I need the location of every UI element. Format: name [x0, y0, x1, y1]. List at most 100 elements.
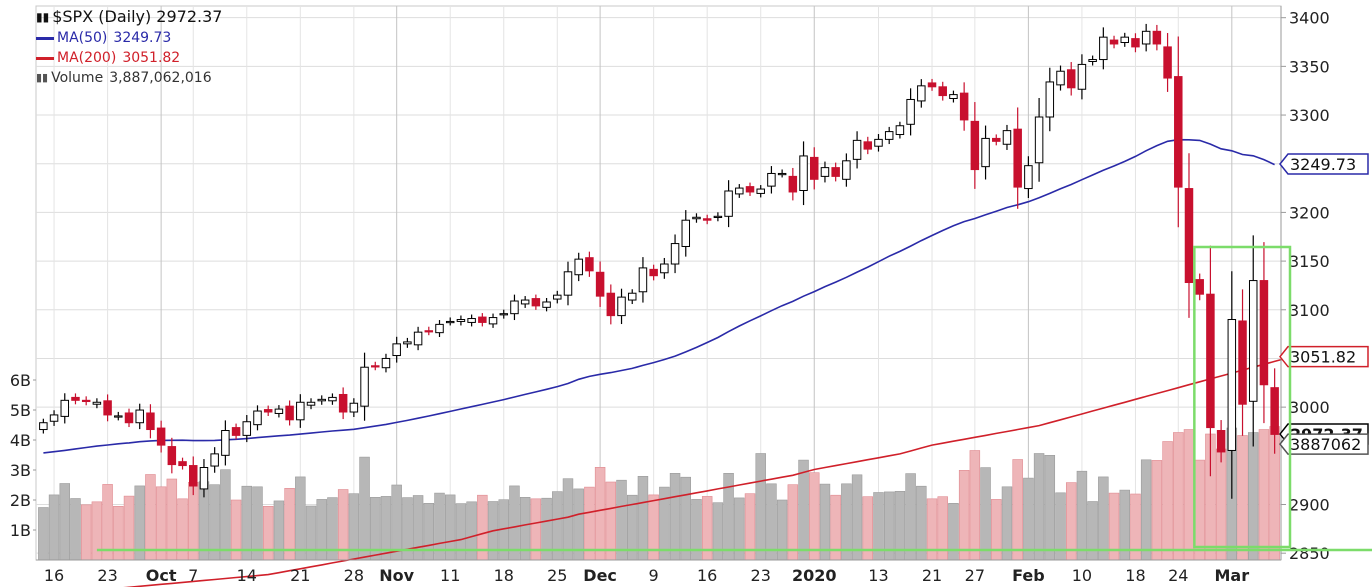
date-tick-label: Mar: [1215, 566, 1250, 585]
volume-bar: [1140, 459, 1152, 561]
date-tick-label: 27: [965, 566, 985, 585]
date-tick-label: 28: [344, 566, 364, 585]
ma200-swatch: [36, 56, 54, 60]
volume-bar: [680, 476, 691, 561]
candle-body: [1270, 387, 1279, 435]
volume-bar: [1258, 429, 1270, 561]
candle-body: [435, 323, 444, 334]
volume-bar: [48, 494, 60, 561]
volume-bar: [669, 472, 681, 561]
candle-body: [574, 258, 583, 276]
date-tick-label: 21: [922, 566, 942, 585]
candle-body: [627, 292, 637, 301]
date-tick-label: 7: [188, 566, 198, 585]
candle-body: [381, 357, 391, 369]
candle-body: [338, 393, 348, 413]
candle-body: [1141, 30, 1151, 45]
candle-body: [1184, 188, 1194, 284]
candle-body: [542, 301, 551, 308]
date-tick-label: 18: [1125, 566, 1145, 585]
candle-body: [189, 465, 198, 487]
candle-body: [863, 141, 873, 150]
candle-body: [413, 331, 423, 346]
candle-body: [135, 409, 144, 424]
date-tick-label: Dec: [583, 566, 617, 585]
moving-averages: [43, 138, 1297, 587]
candle-body: [1013, 128, 1022, 188]
candle-body: [49, 414, 59, 422]
date-tick-label: 18: [494, 566, 514, 585]
ma200-value: 3051.82: [122, 50, 181, 66]
price-tag-label: 3887062: [1290, 435, 1361, 454]
volume-bar: [980, 467, 991, 561]
volume-value: 3,887,062,016: [109, 70, 212, 86]
candle-body: [178, 461, 187, 467]
candle-body: [884, 131, 894, 140]
date-tick-label: 13: [868, 566, 888, 585]
date-tick-label: 9: [649, 566, 659, 585]
candle-body: [649, 268, 658, 277]
price-axis: 2850290030003050310031503200325033003350…: [1280, 6, 1330, 563]
price-tag: [1279, 153, 1369, 175]
candle-body: [1034, 116, 1044, 164]
candlestick-icon: ▮▮: [36, 10, 50, 24]
candlesticks: [39, 23, 1279, 499]
volume-tick-label: 6B: [10, 371, 31, 390]
candle-body: [146, 412, 155, 431]
volume-bar: [712, 502, 724, 561]
candle-body: [510, 300, 519, 315]
volume-bar: [798, 459, 809, 561]
price-tick-label: 3000: [1289, 398, 1330, 417]
volume-bar: [1151, 460, 1163, 561]
candle-body: [92, 401, 102, 405]
candle-body: [1163, 46, 1172, 79]
date-tick-label: 24: [1168, 566, 1188, 585]
date-tick-label: 16: [44, 566, 64, 585]
volume-bar: [359, 456, 370, 561]
candle-body: [852, 139, 862, 160]
volume-icon: ▮▮: [36, 71, 49, 84]
candle-body: [124, 412, 134, 424]
date-tick-label: 21: [290, 566, 310, 585]
candle-body: [842, 160, 851, 180]
price-tag: [1279, 433, 1369, 455]
volume-bar: [1033, 453, 1045, 561]
candle-body: [274, 408, 284, 414]
price-tick-label: 3150: [1289, 252, 1330, 271]
candle-body: [617, 296, 626, 317]
volume-axis: 1B 2B 3B 4B 5B 6B: [10, 371, 36, 540]
price-tick-label: 3200: [1289, 203, 1330, 222]
volume-bar: [809, 472, 820, 561]
candle-body: [499, 313, 508, 316]
legend-volume: ▮▮ Volume 3,887,062,016: [36, 68, 222, 88]
volume-bar: [1194, 459, 1205, 561]
highlight-box: [1193, 245, 1292, 549]
volume-bar: [766, 483, 777, 561]
candle-body: [39, 422, 48, 431]
price-tag: [1279, 345, 1369, 368]
candle-body: [553, 294, 562, 300]
date-tick-label: 25: [547, 566, 567, 585]
candle-body: [103, 400, 112, 416]
volume-bar: [166, 478, 178, 561]
candle-body: [1238, 320, 1247, 405]
candle-body: [306, 401, 316, 406]
price-tick-label: 2850: [1289, 544, 1330, 563]
volume-bar: [594, 466, 606, 561]
candle-body: [681, 219, 691, 247]
candle-body: [670, 243, 680, 265]
volume-tick-label: 4B: [10, 431, 31, 450]
candle-body: [1120, 36, 1129, 44]
price-tag-label: 3051.82: [1290, 348, 1356, 367]
volume-bar: [1023, 477, 1034, 561]
candle-body: [799, 155, 808, 192]
highlight-overlay: [96, 245, 1372, 552]
ma200-name: MA(200): [57, 50, 117, 66]
candle-body: [531, 298, 541, 307]
date-tick-label: Feb: [1012, 566, 1045, 585]
candle-body: [199, 467, 209, 490]
date-axis: 16 23 Oct 7 14 21 28 Nov 11 18 25 Dec 9 16 23 2020 13 21 2…: [36, 559, 1281, 585]
volume-bar: [969, 450, 981, 561]
volume-bar: [91, 501, 103, 561]
